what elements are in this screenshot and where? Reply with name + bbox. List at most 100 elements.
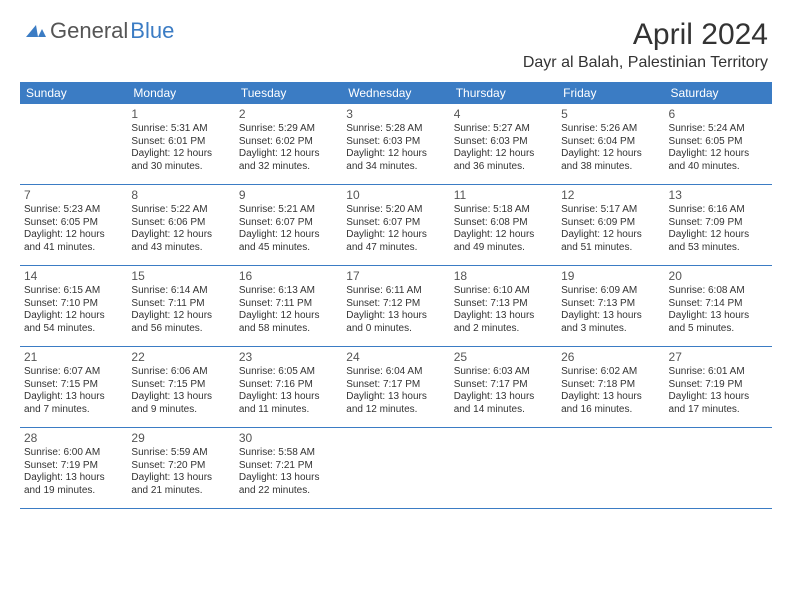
day-info-line: Sunset: 7:11 PM (239, 298, 338, 311)
day-info-line: Sunrise: 6:09 AM (561, 285, 660, 298)
day-info-line: Daylight: 12 hours and 32 minutes. (239, 148, 338, 173)
day-info-line: Daylight: 13 hours and 16 minutes. (561, 391, 660, 416)
day-number: 29 (131, 431, 230, 446)
day-cell: 23Sunrise: 6:05 AMSunset: 7:16 PMDayligh… (235, 347, 342, 427)
calendar: SundayMondayTuesdayWednesdayThursdayFrid… (20, 82, 772, 509)
day-info-line: Daylight: 13 hours and 0 minutes. (346, 310, 445, 335)
day-info-line: Daylight: 12 hours and 54 minutes. (24, 310, 123, 335)
day-info-line: Daylight: 13 hours and 2 minutes. (454, 310, 553, 335)
day-cell: 2Sunrise: 5:29 AMSunset: 6:02 PMDaylight… (235, 104, 342, 184)
day-cell: 15Sunrise: 6:14 AMSunset: 7:11 PMDayligh… (127, 266, 234, 346)
day-info-line: Sunrise: 6:01 AM (669, 366, 768, 379)
day-cell: 22Sunrise: 6:06 AMSunset: 7:15 PMDayligh… (127, 347, 234, 427)
day-info-line: Sunset: 6:02 PM (239, 136, 338, 149)
day-cell: 8Sunrise: 5:22 AMSunset: 6:06 PMDaylight… (127, 185, 234, 265)
day-number: 9 (239, 188, 338, 203)
day-info-line: Sunrise: 6:08 AM (669, 285, 768, 298)
day-cell: 26Sunrise: 6:02 AMSunset: 7:18 PMDayligh… (557, 347, 664, 427)
day-info-line: Sunrise: 5:23 AM (24, 204, 123, 217)
day-number: 8 (131, 188, 230, 203)
day-info-line: Daylight: 12 hours and 38 minutes. (561, 148, 660, 173)
day-info-line: Daylight: 12 hours and 45 minutes. (239, 229, 338, 254)
day-cell: 24Sunrise: 6:04 AMSunset: 7:17 PMDayligh… (342, 347, 449, 427)
day-number: 24 (346, 350, 445, 365)
day-info-line: Sunset: 7:16 PM (239, 379, 338, 392)
day-cell: 14Sunrise: 6:15 AMSunset: 7:10 PMDayligh… (20, 266, 127, 346)
day-cell: 12Sunrise: 5:17 AMSunset: 6:09 PMDayligh… (557, 185, 664, 265)
day-info-line: Sunset: 6:06 PM (131, 217, 230, 230)
day-number: 22 (131, 350, 230, 365)
day-cell: 17Sunrise: 6:11 AMSunset: 7:12 PMDayligh… (342, 266, 449, 346)
day-info-line: Sunrise: 5:17 AM (561, 204, 660, 217)
week-row: 14Sunrise: 6:15 AMSunset: 7:10 PMDayligh… (20, 266, 772, 347)
day-info-line: Sunset: 7:10 PM (24, 298, 123, 311)
day-number: 30 (239, 431, 338, 446)
day-number: 1 (131, 107, 230, 122)
day-number: 23 (239, 350, 338, 365)
month-title: April 2024 (523, 18, 768, 52)
location: Dayr al Balah, Palestinian Territory (523, 54, 768, 72)
day-info-line: Sunset: 7:12 PM (346, 298, 445, 311)
day-cell: 5Sunrise: 5:26 AMSunset: 6:04 PMDaylight… (557, 104, 664, 184)
day-cell: 16Sunrise: 6:13 AMSunset: 7:11 PMDayligh… (235, 266, 342, 346)
day-number: 7 (24, 188, 123, 203)
day-cell (20, 104, 127, 184)
day-info-line: Daylight: 12 hours and 51 minutes. (561, 229, 660, 254)
day-info-line: Sunrise: 6:10 AM (454, 285, 553, 298)
day-header-saturday: Saturday (665, 82, 772, 104)
day-info-line: Daylight: 13 hours and 19 minutes. (24, 472, 123, 497)
day-info-line: Daylight: 12 hours and 40 minutes. (669, 148, 768, 173)
day-info-line: Sunset: 7:19 PM (669, 379, 768, 392)
day-info-line: Sunset: 7:21 PM (239, 460, 338, 473)
day-cell: 19Sunrise: 6:09 AMSunset: 7:13 PMDayligh… (557, 266, 664, 346)
day-info-line: Sunrise: 5:24 AM (669, 123, 768, 136)
day-info-line: Sunrise: 6:04 AM (346, 366, 445, 379)
day-info-line: Sunset: 7:18 PM (561, 379, 660, 392)
day-info-line: Sunrise: 5:26 AM (561, 123, 660, 136)
day-info-line: Sunset: 6:03 PM (454, 136, 553, 149)
day-cell: 20Sunrise: 6:08 AMSunset: 7:14 PMDayligh… (665, 266, 772, 346)
day-info-line: Sunset: 6:04 PM (561, 136, 660, 149)
day-info-line: Sunset: 6:03 PM (346, 136, 445, 149)
day-cell: 1Sunrise: 5:31 AMSunset: 6:01 PMDaylight… (127, 104, 234, 184)
day-info-line: Daylight: 13 hours and 14 minutes. (454, 391, 553, 416)
day-info-line: Sunrise: 5:29 AM (239, 123, 338, 136)
day-info-line: Sunset: 7:17 PM (346, 379, 445, 392)
day-info-line: Sunset: 7:19 PM (24, 460, 123, 473)
day-info-line: Sunset: 7:13 PM (454, 298, 553, 311)
day-number: 6 (669, 107, 768, 122)
title-block: April 2024 Dayr al Balah, Palestinian Te… (523, 18, 768, 72)
day-info-line: Sunrise: 6:14 AM (131, 285, 230, 298)
day-number: 5 (561, 107, 660, 122)
day-info-line: Daylight: 12 hours and 43 minutes. (131, 229, 230, 254)
day-info-line: Daylight: 13 hours and 9 minutes. (131, 391, 230, 416)
day-cell: 18Sunrise: 6:10 AMSunset: 7:13 PMDayligh… (450, 266, 557, 346)
day-info-line: Sunset: 6:07 PM (346, 217, 445, 230)
day-info-line: Sunrise: 5:31 AM (131, 123, 230, 136)
day-info-line: Sunset: 6:08 PM (454, 217, 553, 230)
day-number: 16 (239, 269, 338, 284)
day-header-thursday: Thursday (450, 82, 557, 104)
day-number: 25 (454, 350, 553, 365)
day-cell: 10Sunrise: 5:20 AMSunset: 6:07 PMDayligh… (342, 185, 449, 265)
week-row: 1Sunrise: 5:31 AMSunset: 6:01 PM Daylight… (20, 104, 772, 185)
day-info-line: Sunrise: 5:27 AM (454, 123, 553, 136)
day-info-line: Daylight: 12 hours and 36 minutes. (454, 148, 553, 173)
day-info-line: Sunset: 6:01 PM (131, 136, 230, 149)
day-cell: 13Sunrise: 6:16 AMSunset: 7:09 PMDayligh… (665, 185, 772, 265)
day-info-line: Sunset: 7:09 PM (669, 217, 768, 230)
day-number: 20 (669, 269, 768, 284)
day-cell: 7Sunrise: 5:23 AMSunset: 6:05 PMDaylight… (20, 185, 127, 265)
day-number: 28 (24, 431, 123, 446)
day-info-line: Sunset: 7:15 PM (131, 379, 230, 392)
day-info-line: Sunrise: 6:13 AM (239, 285, 338, 298)
day-number: 27 (669, 350, 768, 365)
day-info-line: Sunset: 7:17 PM (454, 379, 553, 392)
day-info-line: Sunrise: 6:15 AM (24, 285, 123, 298)
day-info-line: Daylight: 13 hours and 7 minutes. (24, 391, 123, 416)
day-header-wednesday: Wednesday (342, 82, 449, 104)
day-number: 4 (454, 107, 553, 122)
logo-text-2: Blue (130, 18, 174, 44)
day-info-line: Sunset: 7:11 PM (131, 298, 230, 311)
day-info-line: Daylight: 12 hours and 34 minutes. (346, 148, 445, 173)
